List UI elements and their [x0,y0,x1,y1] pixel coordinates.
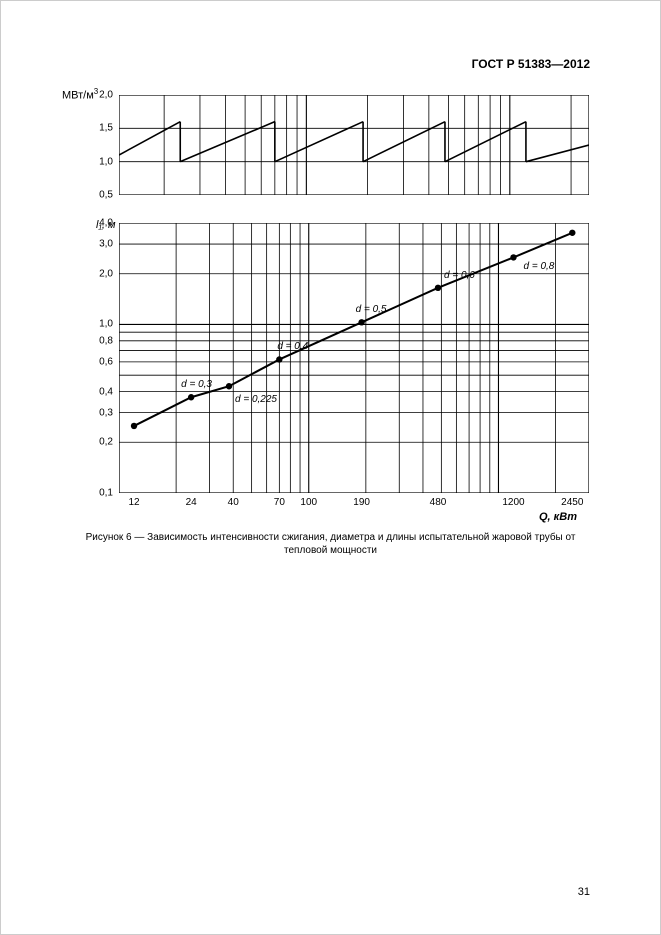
bottom-chart-x-tick-label: 190 [353,497,370,508]
top-chart: 0,51,01,52,0 [119,95,589,200]
bottom-chart-y-ticks: 0,10,20,30,40,60,81,02,03,04,0 [97,223,119,493]
bottom-chart-x-tick-label: 100 [300,497,317,508]
diameter-annotation: d = 0,6 [444,270,475,281]
bottom-chart-y-tick-label: 0,3 [99,407,113,418]
bottom-chart-x-tick-label: 480 [430,497,447,508]
document-standard-header: ГОСТ Р 51383—2012 [472,57,590,71]
top-chart-y-tick-label: 0,5 [99,190,113,201]
bottom-chart-x-tick-label: 12 [128,497,139,508]
bottom-chart-x-axis-title: Q, кВт [539,511,577,523]
bottom-chart-y-tick-label: 0,1 [99,488,113,499]
bottom-chart-y-tick-label: 2,0 [99,268,113,279]
page-number: 31 [578,886,590,898]
top-chart-y-axis-label: МВт/м3 [62,87,98,102]
top-chart-svg [119,95,589,195]
bottom-chart-y-tick-label: 4,0 [99,218,113,229]
diameter-annotation: d = 0,4 [277,341,308,352]
bottom-chart-svg [119,223,589,493]
top-chart-y-ticks: 0,51,01,52,0 [97,95,119,195]
document-page: ГОСТ Р 51383—2012 МВт/м3 0,51,01,52,0 l₁… [0,0,661,935]
bottom-chart-x-tick-label: 40 [228,497,239,508]
diameter-annotation: d = 0,225 [235,394,277,405]
top-chart-y-tick-label: 1,5 [99,123,113,134]
bottom-chart-y-tick-label: 0,2 [99,437,113,448]
bottom-chart-x-ticks: 12 24 40 70 100 190 480 1200 2450 [119,493,589,513]
figure-caption: Рисунок 6 — Зависимость интенсивности сж… [71,531,590,557]
bottom-chart: 0,10,20,30,40,60,81,02,03,04,0 122440701… [119,223,589,498]
bottom-chart-x-tick-label: 1200 [502,497,524,508]
top-chart-y-tick-label: 1,0 [99,156,113,167]
bottom-chart-x-tick-label: 70 [274,497,285,508]
bottom-chart-y-tick-label: 0,6 [99,356,113,367]
bottom-chart-x-tick-label: 24 [186,497,197,508]
diameter-annotation: d = 0,8 [523,261,554,272]
diameter-annotation: d = 0,3 [181,379,212,390]
diameter-annotation: d = 0,5 [356,304,387,315]
bottom-chart-y-tick-label: 3,0 [99,239,113,250]
bottom-chart-x-tick-label: 2450 [561,497,583,508]
bottom-chart-y-tick-label: 0,8 [99,335,113,346]
top-chart-y-tick-label: 2,0 [99,90,113,101]
bottom-chart-y-tick-label: 1,0 [99,319,113,330]
bottom-chart-y-tick-label: 0,4 [99,386,113,397]
